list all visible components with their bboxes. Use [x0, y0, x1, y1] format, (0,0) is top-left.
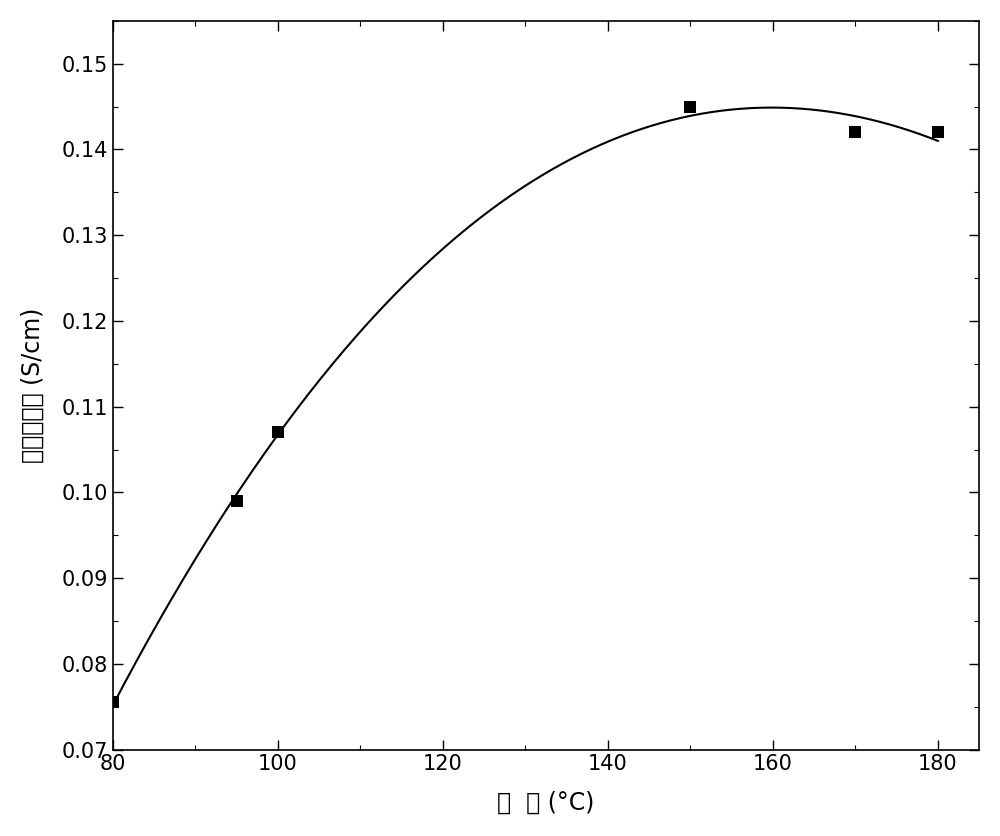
- Point: [930, 125, 946, 139]
- X-axis label: 温  度 (°C): 温 度 (°C): [497, 791, 595, 815]
- Y-axis label: 质子传导率 (S/cm): 质子传导率 (S/cm): [21, 308, 45, 463]
- Point: [270, 426, 286, 439]
- Point: [682, 99, 698, 113]
- Point: [105, 696, 121, 709]
- Point: [229, 494, 245, 507]
- Point: [847, 125, 863, 139]
